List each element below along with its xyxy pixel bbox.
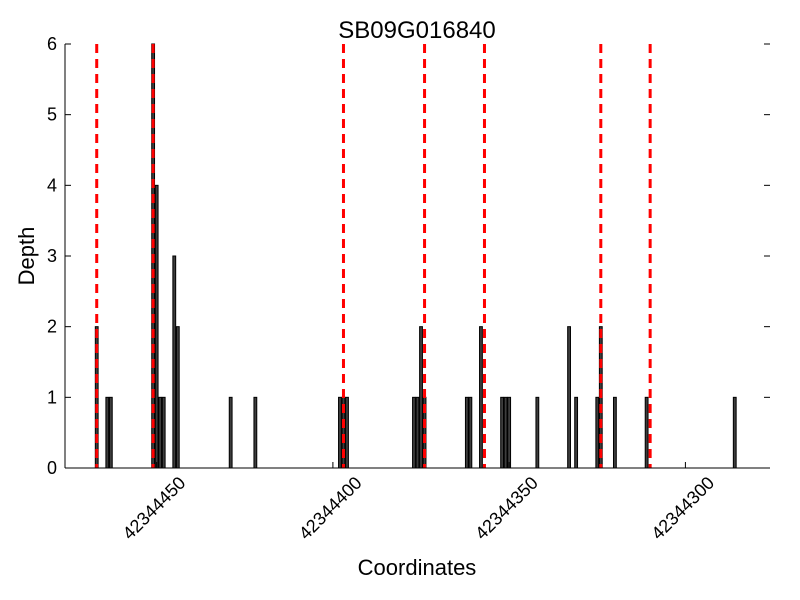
depth-bar	[507, 396, 512, 469]
depth-bar	[105, 396, 110, 469]
depth-bar	[154, 184, 159, 469]
depth-bar	[732, 396, 737, 469]
depth-bar	[253, 396, 258, 469]
y-axis-label: Depth	[14, 227, 39, 286]
x-tick-label: 42344300	[647, 473, 718, 544]
x-tick-label: 42344450	[119, 473, 190, 544]
depth-bar	[419, 326, 423, 469]
depth-bar	[338, 396, 342, 469]
depth-bar	[412, 396, 416, 469]
depth-bar	[535, 396, 540, 469]
depth-bar	[228, 396, 233, 469]
y-ticks-group: 0 1 2 3 4 5 6	[47, 34, 770, 478]
y-tick-label: 1	[47, 387, 57, 407]
depth-bar	[158, 396, 163, 469]
x-tick-label: 42344400	[295, 473, 366, 544]
y-tick-label: 3	[47, 246, 57, 266]
depth-bar	[345, 396, 349, 469]
y-tick-label: 4	[47, 175, 57, 195]
depth-bar	[574, 396, 579, 469]
x-axis-label: Coordinates	[358, 555, 477, 580]
depth-bar	[500, 396, 505, 469]
depth-bar	[175, 326, 180, 469]
bars-group	[94, 43, 737, 469]
depth-bar	[595, 396, 600, 469]
depth-bar	[612, 396, 617, 469]
chart-title: SB09G016840	[338, 17, 495, 44]
depth-bar	[644, 396, 649, 469]
y-tick-label: 2	[47, 317, 57, 337]
depth-bar	[464, 396, 469, 469]
depth-bar	[479, 326, 483, 469]
y-tick-label: 0	[47, 458, 57, 478]
depth-bar	[161, 396, 166, 469]
depth-bar	[468, 396, 473, 469]
x-ticks-group: 42344450 42344400 42344350 42344300	[119, 462, 718, 544]
marker-lines-group	[95, 44, 652, 468]
y-tick-label: 5	[47, 105, 57, 125]
y-tick-label: 6	[47, 34, 57, 54]
depth-bar	[108, 396, 113, 469]
depth-bar	[567, 326, 571, 469]
depth-bar	[503, 396, 508, 469]
x-tick-label: 42344350	[471, 473, 542, 544]
depth-bar	[172, 255, 177, 469]
depth-bar	[415, 396, 420, 469]
